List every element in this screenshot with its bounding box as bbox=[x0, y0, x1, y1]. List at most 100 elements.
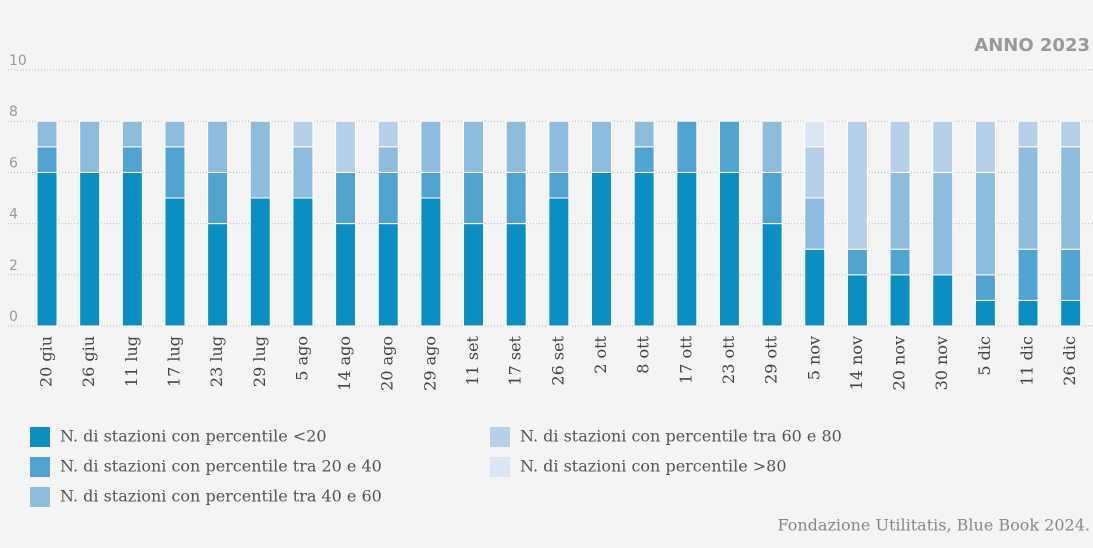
y-tick-label: 6 bbox=[9, 155, 18, 171]
x-tick-label: 26 giu bbox=[79, 336, 98, 387]
bar-segment bbox=[207, 171, 229, 225]
bar-segment bbox=[335, 223, 357, 327]
bar-segment bbox=[377, 146, 399, 173]
legend-swatch bbox=[490, 427, 510, 447]
source: Fondazione Utilitatis, Blue Book 2024. bbox=[778, 516, 1091, 535]
x-tick-label: 29 ago bbox=[420, 336, 439, 391]
y-tick-label: 2 bbox=[9, 258, 18, 274]
x-tick-label: 14 nov bbox=[847, 336, 866, 390]
bar-segment bbox=[420, 197, 442, 327]
bar-segment bbox=[548, 171, 570, 199]
bar-segment bbox=[889, 171, 911, 250]
x-tick-label: 14 ago bbox=[335, 336, 354, 391]
bar-segment bbox=[164, 120, 186, 148]
bar-segment bbox=[1017, 248, 1039, 301]
bar-segment bbox=[292, 120, 314, 148]
x-tick-label: 2 ott bbox=[591, 335, 610, 373]
bar-segment bbox=[889, 248, 911, 276]
bar-segment bbox=[377, 223, 399, 327]
bar-segment bbox=[1017, 120, 1039, 148]
bar-segment bbox=[249, 120, 271, 199]
x-tick-label: 20 nov bbox=[890, 336, 909, 390]
y-tick-label: 10 bbox=[9, 53, 27, 69]
x-tick-label: 17 set bbox=[506, 335, 525, 385]
bar-segment bbox=[1060, 146, 1082, 250]
bar-segment bbox=[36, 120, 58, 148]
x-tick-label: 5 ago bbox=[292, 336, 311, 381]
bar-segment bbox=[377, 171, 399, 225]
x-tick-label: 11 set bbox=[463, 335, 482, 385]
bar-segment bbox=[79, 171, 101, 327]
bar-segment bbox=[1060, 299, 1082, 327]
bar-segment bbox=[804, 197, 826, 250]
bar-segment bbox=[718, 120, 740, 173]
bar-segment bbox=[889, 120, 911, 173]
legend-swatch bbox=[490, 457, 510, 477]
bar-segment bbox=[761, 223, 783, 327]
legend-label: N. di stazioni con percentile tra 40 e 6… bbox=[60, 487, 382, 506]
bar-segment bbox=[1060, 248, 1082, 301]
bar-segment bbox=[1060, 120, 1082, 148]
bar-segment bbox=[591, 171, 613, 327]
bar-segment bbox=[121, 171, 143, 327]
legend-swatch bbox=[30, 487, 50, 507]
bar-segment bbox=[377, 120, 399, 148]
bar-segment bbox=[207, 120, 229, 173]
bar-segment bbox=[932, 120, 954, 173]
y-tick-label: 0 bbox=[9, 309, 18, 325]
x-tick-label: 5 dic bbox=[975, 336, 994, 376]
bar-segment bbox=[846, 120, 868, 250]
legend-swatch bbox=[30, 427, 50, 447]
bar-segment bbox=[718, 171, 740, 327]
x-tick-label: 8 ott bbox=[634, 335, 653, 373]
bar-segment bbox=[804, 146, 826, 199]
bar-segment bbox=[591, 120, 613, 173]
x-tick-label: 23 ott bbox=[719, 335, 738, 384]
y-tick-label: 8 bbox=[9, 104, 18, 120]
bar-segment bbox=[121, 120, 143, 148]
bar-segment bbox=[164, 146, 186, 199]
x-tick-label: 20 ago bbox=[378, 336, 397, 391]
bar-segment bbox=[335, 120, 357, 173]
bar-segment bbox=[633, 120, 655, 148]
bar-segment bbox=[505, 120, 527, 173]
bar-segment bbox=[804, 248, 826, 327]
bar-segment bbox=[463, 223, 485, 327]
x-tick-label: 30 nov bbox=[932, 336, 951, 390]
bar-segment bbox=[36, 171, 58, 327]
x-tick-label: 26 dic bbox=[1060, 336, 1079, 386]
bar-segment bbox=[974, 171, 996, 276]
bar-segment bbox=[974, 120, 996, 173]
bar-segment bbox=[932, 171, 954, 276]
bar-segment bbox=[1017, 299, 1039, 327]
bar-segment bbox=[335, 171, 357, 225]
bar-segment bbox=[548, 120, 570, 173]
bar-segment bbox=[420, 120, 442, 173]
bar-segment bbox=[548, 197, 570, 327]
x-tick-label: 29 ott bbox=[762, 335, 781, 384]
x-tick-label: 5 nov bbox=[804, 336, 823, 380]
legend-label: N. di stazioni con percentile >80 bbox=[520, 457, 787, 476]
bar-segment bbox=[79, 120, 101, 173]
legend-label: N. di stazioni con percentile tra 60 e 8… bbox=[520, 427, 842, 446]
bar-segment bbox=[164, 197, 186, 327]
x-tick-label: 11 dic bbox=[1018, 336, 1037, 386]
bar-segment bbox=[633, 171, 655, 327]
bar-segment bbox=[974, 274, 996, 301]
bar-segment bbox=[505, 171, 527, 225]
bar-segment bbox=[1017, 146, 1039, 250]
x-tick-label: 26 set bbox=[548, 335, 567, 385]
bar-segment bbox=[974, 299, 996, 327]
bar-segment bbox=[761, 120, 783, 173]
bar-segment bbox=[207, 223, 229, 327]
x-tick-label: 17 lug bbox=[164, 336, 183, 387]
bar-segment bbox=[676, 120, 698, 173]
legend-label: N. di stazioni con percentile tra 20 e 4… bbox=[60, 457, 382, 476]
bar-segment bbox=[676, 171, 698, 327]
bar-segment bbox=[633, 146, 655, 173]
bar-segment bbox=[505, 223, 527, 327]
chart-label: ANNO 2023 bbox=[974, 35, 1090, 56]
bar-segment bbox=[804, 120, 826, 148]
x-tick-label: 20 giu bbox=[37, 336, 56, 387]
bar-segment bbox=[292, 146, 314, 199]
